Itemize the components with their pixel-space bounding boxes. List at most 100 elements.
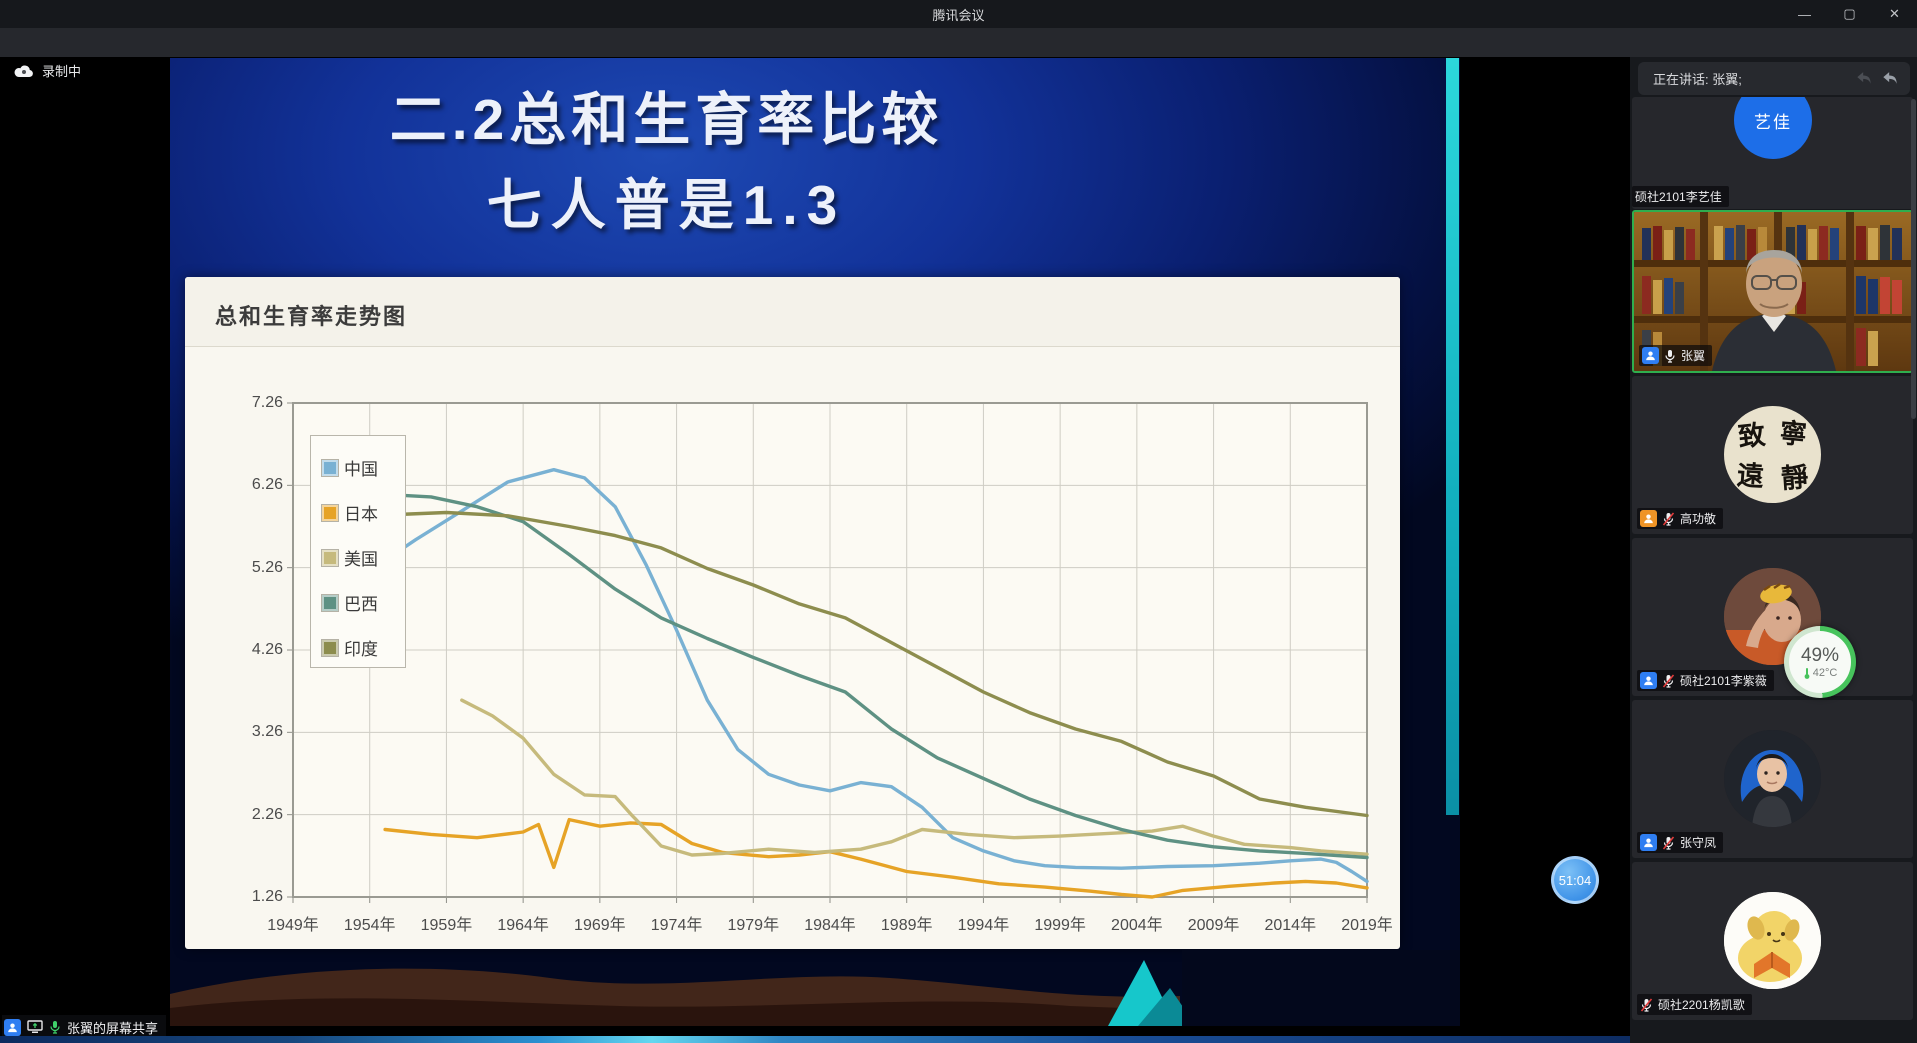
battery-percent: 49% xyxy=(1800,645,1840,666)
legend-item-japan: 日本 xyxy=(321,490,405,535)
thermometer-icon xyxy=(1804,668,1810,679)
chart-panel-header: 总和生育率走势图 xyxy=(185,277,1400,347)
participant-tile-liyijia[interactable]: 艺佳 硕社2101李艺佳 xyxy=(1632,97,1913,209)
taskbar-edge xyxy=(0,1036,1630,1043)
minimize-icon[interactable]: — xyxy=(1798,6,1811,22)
participant-name-pill: 张守凤 xyxy=(1637,832,1724,853)
chart-panel: 总和生育率走势图 1.26 2.26 3.26 4.26 5.26 6.26 7.26 19… xyxy=(185,277,1400,949)
portrait-avatar xyxy=(1724,730,1821,827)
participant-name: 硕社2101李紫薇 xyxy=(1680,674,1767,688)
return-arrow-icon[interactable] xyxy=(1880,68,1900,88)
slide-title-line2: 七人普是1.3 xyxy=(486,174,847,236)
window-titlebar: 腾讯会议 — ▢ ✕ xyxy=(0,0,1917,28)
participant-name-pill: 硕社2101李紫薇 xyxy=(1637,670,1774,691)
calligraphy-avatar: 致 寧 遠 靜 xyxy=(1724,406,1821,503)
participants-sidebar: 正在讲话: 张翼; 艺佳 硕社2101李艺佳 xyxy=(1630,57,1917,1043)
sidebar-scrollbar[interactable] xyxy=(1911,99,1916,1039)
person-icon xyxy=(1640,834,1657,851)
maximize-icon[interactable]: ▢ xyxy=(1843,6,1856,21)
window-title: 腾讯会议 xyxy=(932,7,985,23)
participant-name-pill: 硕社2101李艺佳 xyxy=(1632,186,1729,207)
y-tick-label: 5.26 xyxy=(251,558,283,576)
mic-muted-icon xyxy=(1662,673,1675,688)
participant-tile-zhangyi[interactable]: 张翼 xyxy=(1632,210,1913,373)
person-icon xyxy=(1642,347,1659,364)
video-feed-zhangyi xyxy=(1634,212,1911,371)
speaking-label: 正在讲话: 张翼; xyxy=(1653,72,1742,87)
slide-accent-strip xyxy=(1446,58,1459,815)
meeting-timer-bubble[interactable]: 51:04 xyxy=(1551,856,1599,904)
x-tick-label: 1949年 xyxy=(267,917,319,934)
participant-tile-yangkaige[interactable]: 硕社2201杨凯歌 xyxy=(1632,862,1913,1020)
cloud-recording-icon xyxy=(14,65,33,77)
usa-swatch xyxy=(321,548,339,567)
legend-item-brazil: 巴西 xyxy=(321,580,405,625)
y-tick-label: 1.26 xyxy=(251,888,283,905)
x-tick-label: 1969年 xyxy=(574,917,626,934)
person-icon xyxy=(1640,510,1657,527)
active-speaker-banner: 正在讲话: 张翼; xyxy=(1638,62,1910,95)
share-status-pill[interactable]: 张翼的屏幕共享 xyxy=(2,1015,167,1039)
participant-name-pill: 张翼 xyxy=(1639,345,1713,366)
mic-muted-icon xyxy=(1662,511,1675,526)
chart-legend: 中国 日本 美国 巴西 印度 xyxy=(310,435,406,668)
x-tick-label: 1964年 xyxy=(497,917,549,934)
slide-title: 二.2总和生育率比较 七人普是1.3 xyxy=(170,74,1163,240)
fertility-line-chart xyxy=(287,402,1369,903)
battery-temperature-widget: 49% 42°C xyxy=(1784,626,1856,698)
y-tick-label: 3.26 xyxy=(251,723,283,741)
x-tick-label: 1994年 xyxy=(957,917,1010,934)
initials-avatar: 艺佳 xyxy=(1734,97,1812,159)
window-controls: — ▢ ✕ xyxy=(1782,0,1917,28)
participant-name: 高功敬 xyxy=(1680,512,1717,526)
participant-name-pill: 高功敬 xyxy=(1637,508,1724,529)
china-swatch xyxy=(321,458,339,477)
y-tick-label: 2.26 xyxy=(251,805,283,823)
legend-item-india: 印度 xyxy=(321,625,405,670)
timer-label: 51:04 xyxy=(1558,872,1592,888)
cartoon-dog-avatar xyxy=(1724,892,1821,989)
x-tick-label: 1954年 xyxy=(343,917,396,934)
x-tick-label: 2004年 xyxy=(1111,917,1163,934)
y-tick-label: 4.26 xyxy=(251,641,283,658)
participant-name-pill: 硕社2201杨凯歌 xyxy=(1637,994,1752,1015)
participant-name: 硕社2201杨凯歌 xyxy=(1658,998,1745,1012)
slide-title-line1: 二.2总和生育率比较 xyxy=(389,88,944,152)
participant-name: 张翼 xyxy=(1681,349,1706,363)
temperature-readout: 42°C xyxy=(1803,667,1837,679)
japan-swatch xyxy=(321,503,339,522)
back-arrow-icon[interactable] xyxy=(1854,68,1874,88)
mic-muted-icon xyxy=(1640,997,1653,1012)
x-tick-label: 1984年 xyxy=(804,917,856,934)
plot-area: 中国 日本 美国 巴西 印度 xyxy=(287,402,1369,903)
brazil-swatch xyxy=(321,593,339,612)
legend-item-usa: 美国 xyxy=(321,535,405,580)
mic-on-icon xyxy=(50,1021,60,1034)
x-tick-label: 1979年 xyxy=(727,917,780,934)
meeting-toolbar xyxy=(0,28,1917,57)
participant-tile-lizwei[interactable]: 硕社2101李紫薇 xyxy=(1632,538,1913,696)
share-status-label: 张翼的屏幕共享 xyxy=(67,1020,159,1036)
slide-footer-art xyxy=(170,950,1460,1026)
chart-title: 总和生育率走势图 xyxy=(215,304,408,329)
x-tick-label: 2014年 xyxy=(1264,917,1317,934)
legend-item-china: 中国 xyxy=(321,445,405,490)
speaker-figure xyxy=(1712,250,1836,371)
recording-label: 录制中 xyxy=(42,64,82,79)
close-icon[interactable]: ✕ xyxy=(1889,6,1900,21)
participant-tile-gaogongjing[interactable]: 致 寧 遠 靜 高功敬 xyxy=(1632,376,1913,534)
x-tick-label: 1974年 xyxy=(650,917,703,934)
participant-name: 张守凤 xyxy=(1680,836,1717,850)
x-tick-label: 1959年 xyxy=(420,917,473,934)
x-tick-label: 2009年 xyxy=(1187,917,1240,934)
participant-name: 硕社2101李艺佳 xyxy=(1635,190,1722,204)
sharer-person-icon xyxy=(4,1018,21,1036)
participant-tile-zhangshoufeng[interactable]: 张守凤 xyxy=(1632,700,1913,858)
india-swatch xyxy=(321,638,339,657)
mic-muted-icon xyxy=(1662,835,1675,850)
presentation-slide: 二.2总和生育率比较 七人普是1.3 总和生育率走势图 1.26 2.26 3.26… xyxy=(170,58,1460,1026)
recording-indicator: 录制中 xyxy=(14,61,81,80)
x-tick-label: 2019年 xyxy=(1341,917,1393,934)
screen-share-icon xyxy=(27,1020,43,1033)
